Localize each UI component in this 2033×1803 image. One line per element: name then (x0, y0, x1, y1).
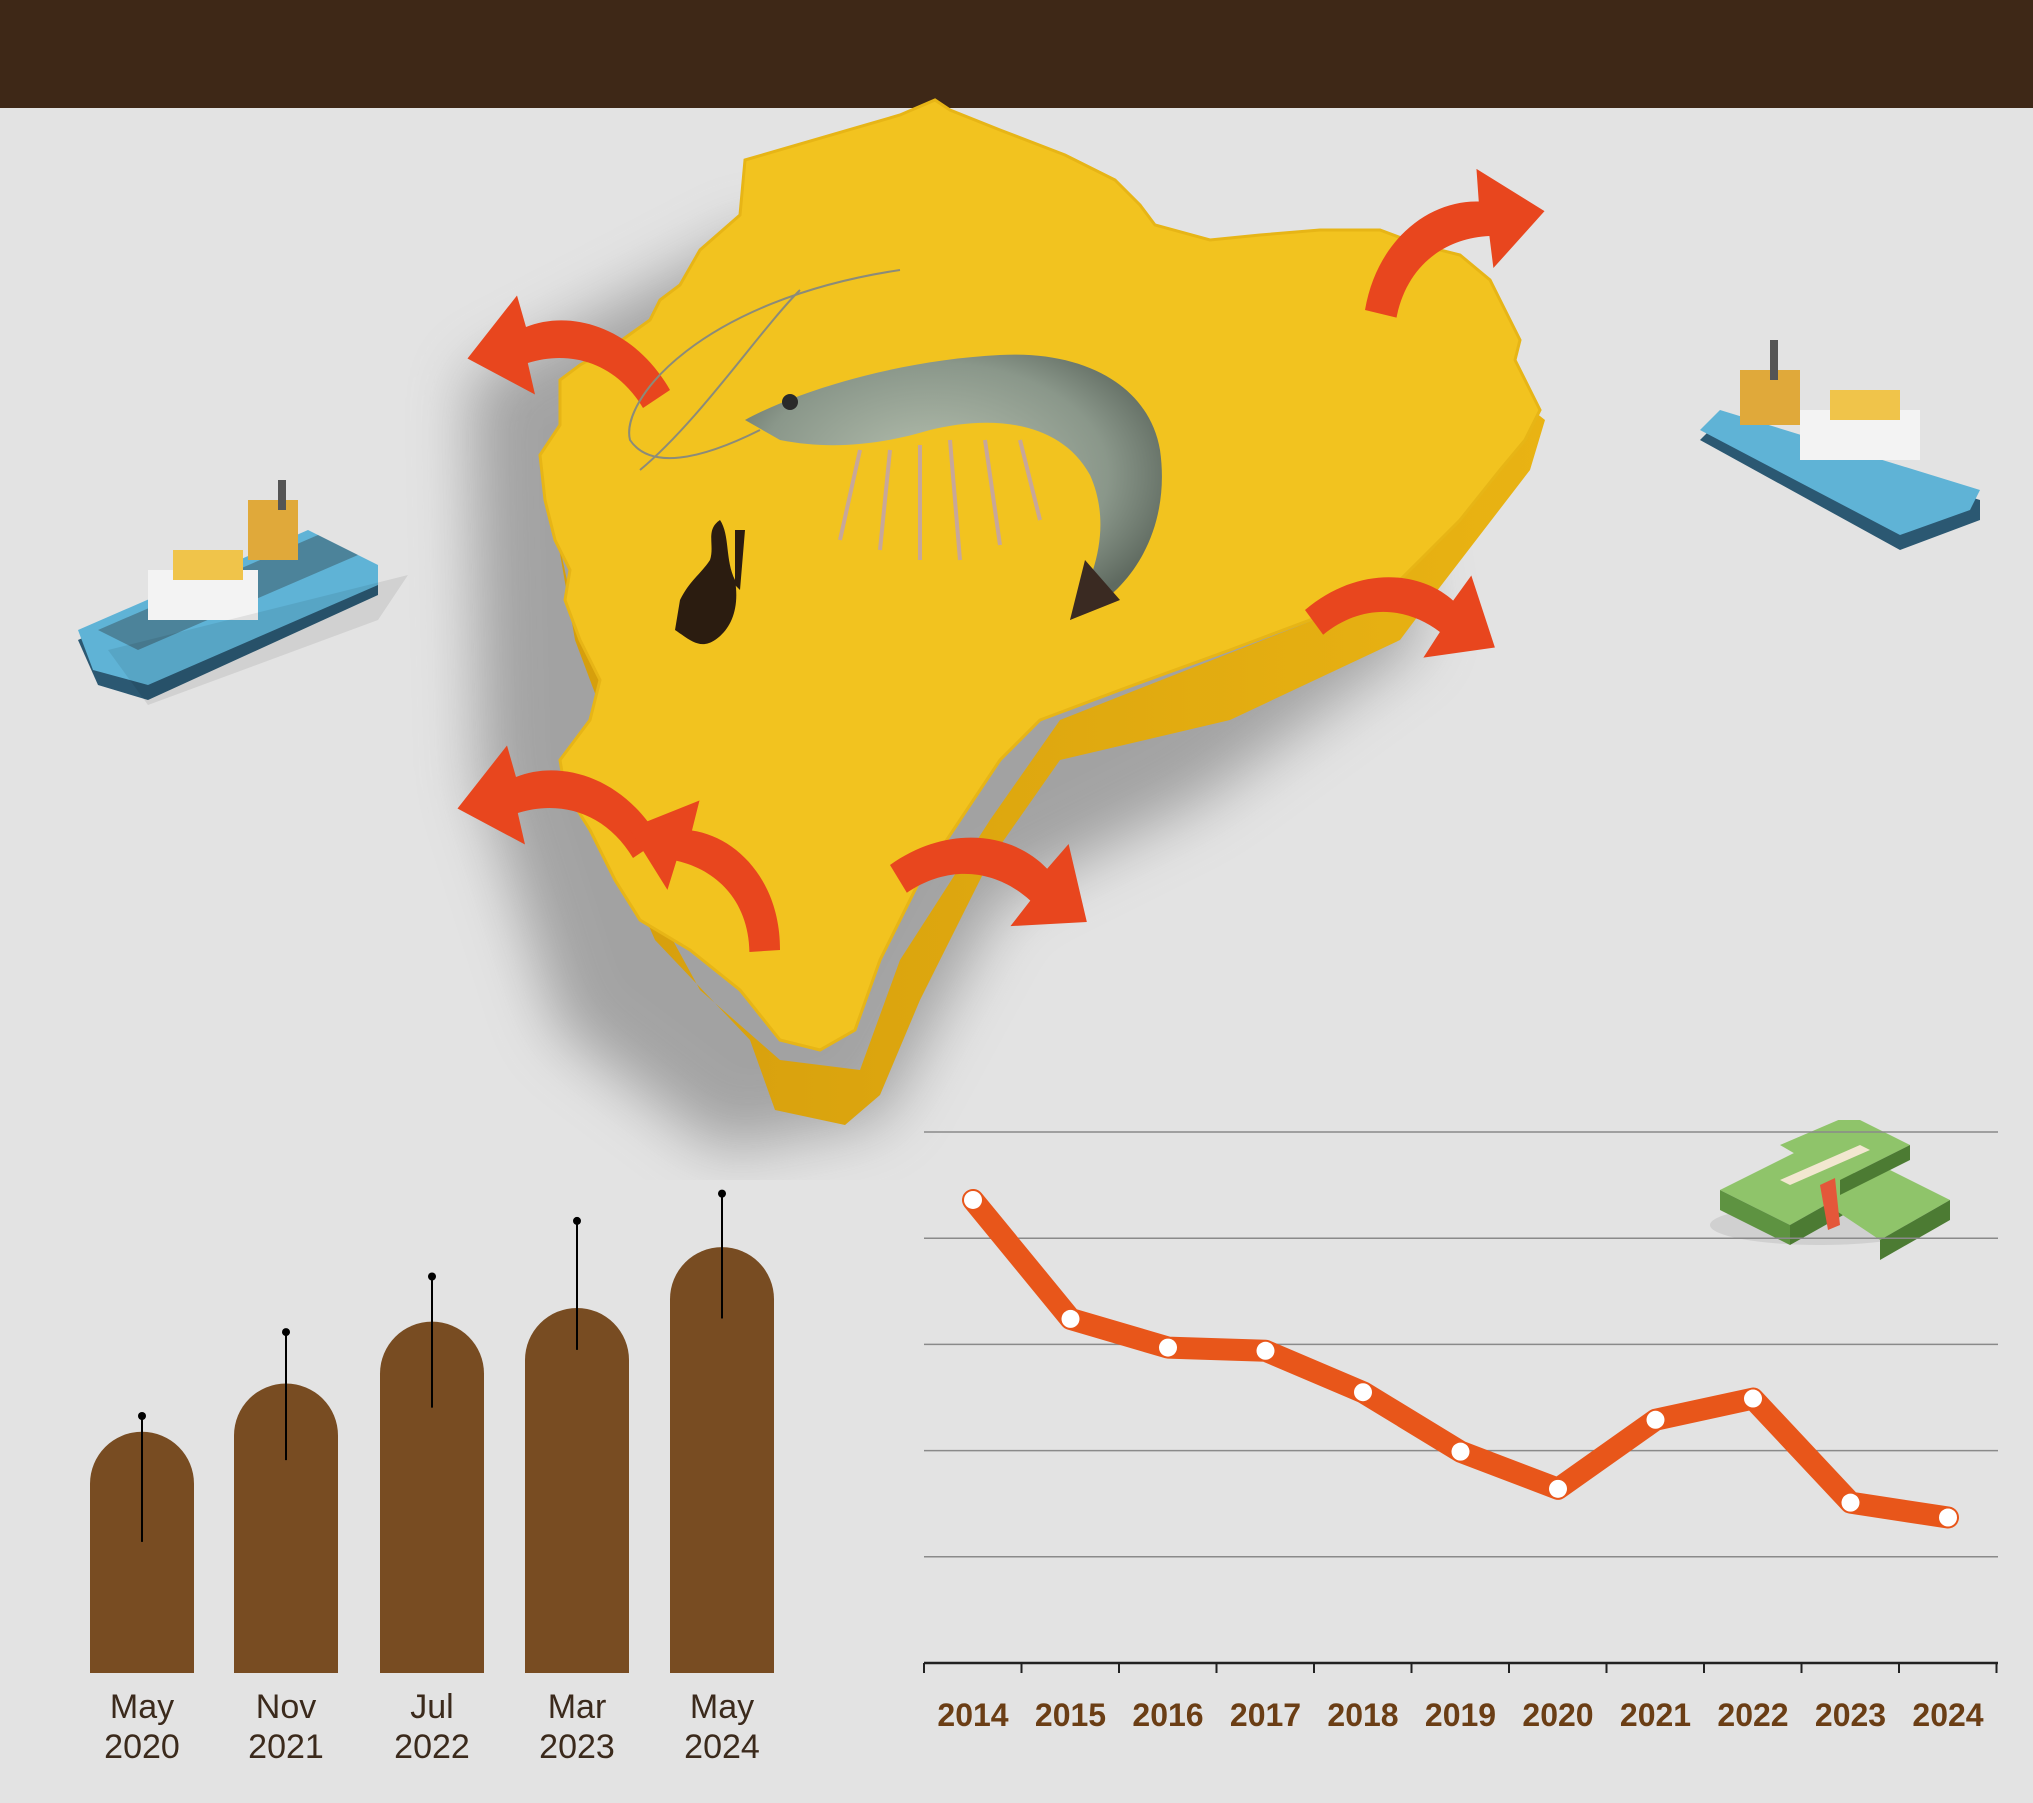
category-month-label: Jul (410, 1688, 453, 1726)
x-tick-label: 2019 (1425, 1697, 1496, 1733)
error-bar-cap (718, 1189, 726, 1198)
data-point (1159, 1338, 1177, 1357)
x-tick-label: 2014 (937, 1697, 1008, 1733)
x-tick-label: 2021 (1620, 1697, 1691, 1733)
category-month-label: May (690, 1688, 754, 1726)
series-line (962, 1188, 1959, 1529)
category-year-label: 2020 (104, 1728, 180, 1766)
error-bar-cap (282, 1328, 290, 1337)
shrimp-icon (628, 269, 1162, 620)
category-month-label: Nov (256, 1688, 316, 1726)
category-year-label: 2023 (539, 1728, 615, 1766)
data-point (1646, 1410, 1665, 1429)
ecuador-map-icon (538, 98, 1545, 1125)
data-point (1939, 1508, 1957, 1527)
category-year-label: 2021 (248, 1728, 324, 1766)
x-tick-label: 2018 (1327, 1697, 1398, 1733)
bar (90, 1431, 194, 1673)
data-point (1354, 1383, 1372, 1402)
data-point (1549, 1479, 1567, 1498)
data-point (1451, 1442, 1470, 1461)
data-point (964, 1190, 982, 1209)
line-chart: 2014 2015 2016 2017 2018 2019 2020 2021 2022 2023… (923, 1120, 1998, 1733)
line-layer (962, 1188, 1959, 1529)
x-tick-label: 2015 (1035, 1697, 1106, 1733)
error-bar-cap (138, 1412, 146, 1421)
cargo-ship-icon (78, 480, 408, 705)
ecuador-illustration (78, 98, 1980, 1150)
x-tick-label: 2017 (1230, 1697, 1301, 1733)
bars-layer (90, 1189, 774, 1673)
data-point (1256, 1341, 1275, 1360)
year-labels-layer: 2014 2015 2016 2017 2018 2019 2020 2021 2022 2023… (937, 1697, 1983, 1733)
x-tick-label: 2024 (1912, 1697, 1983, 1733)
error-bar-cap (573, 1216, 581, 1225)
x-tick-label: 2016 (1132, 1697, 1203, 1733)
category-month-label: Mar (548, 1688, 607, 1726)
x-axis (923, 1661, 1998, 1673)
category-year-label: 2022 (394, 1728, 470, 1766)
x-tick-label: 2020 (1522, 1697, 1593, 1733)
bar (525, 1307, 629, 1673)
data-point (1841, 1493, 1860, 1512)
error-bar-cap (428, 1272, 436, 1281)
bar (380, 1321, 484, 1673)
category-month-label: May (110, 1688, 174, 1726)
data-point (1744, 1389, 1762, 1408)
bar (670, 1247, 774, 1673)
category-year-label: 2024 (684, 1728, 760, 1766)
x-tick-label: 2023 (1815, 1697, 1886, 1733)
money-stack-icon (1710, 1120, 1950, 1260)
bar (234, 1383, 338, 1673)
x-tick-label: 2022 (1717, 1697, 1788, 1733)
data-point (1061, 1309, 1080, 1328)
header-bar (0, 0, 2033, 108)
cargo-ship-icon (1700, 340, 1980, 550)
